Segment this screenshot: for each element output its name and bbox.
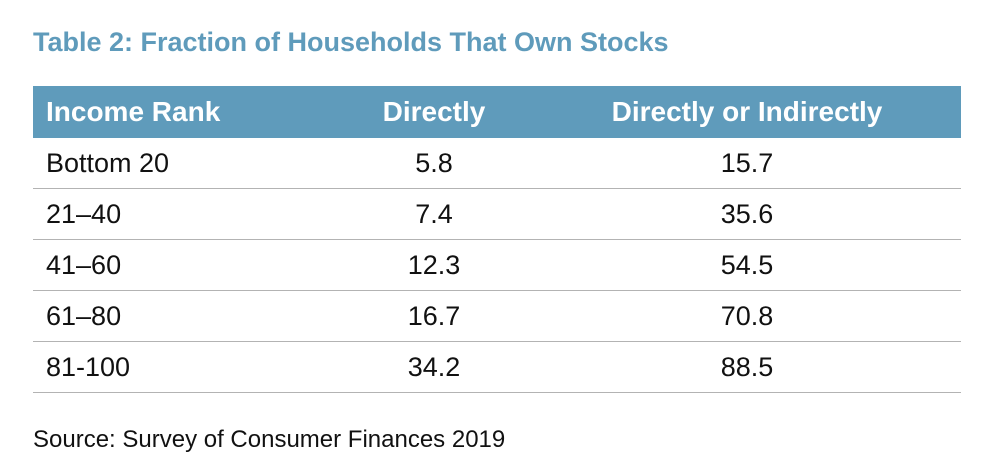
cell-directly-or-indirectly: 70.8: [533, 301, 961, 332]
table-row: 41–60 12.3 54.5: [33, 240, 961, 291]
cell-directly-or-indirectly: 35.6: [533, 199, 961, 230]
header-directly-or-indirectly: Directly or Indirectly: [533, 96, 961, 128]
header-income-rank: Income Rank: [33, 96, 335, 128]
cell-directly: 5.8: [335, 148, 533, 179]
cell-income-rank: 41–60: [33, 250, 335, 281]
table-header-row: Income Rank Directly Directly or Indirec…: [33, 86, 961, 138]
cell-directly-or-indirectly: 88.5: [533, 352, 961, 383]
table-row: 61–80 16.7 70.8: [33, 291, 961, 342]
cell-income-rank: Bottom 20: [33, 148, 335, 179]
cell-directly: 16.7: [335, 301, 533, 332]
cell-income-rank: 61–80: [33, 301, 335, 332]
stock-ownership-table: Income Rank Directly Directly or Indirec…: [33, 86, 961, 393]
header-directly: Directly: [335, 96, 533, 128]
cell-directly: 7.4: [335, 199, 533, 230]
table-title: Table 2: Fraction of Households That Own…: [33, 27, 669, 58]
cell-directly: 34.2: [335, 352, 533, 383]
cell-directly-or-indirectly: 15.7: [533, 148, 961, 179]
cell-income-rank: 81-100: [33, 352, 335, 383]
cell-directly-or-indirectly: 54.5: [533, 250, 961, 281]
table-row: 21–40 7.4 35.6: [33, 189, 961, 240]
source-note: Source: Survey of Consumer Finances 2019: [33, 426, 505, 454]
cell-directly: 12.3: [335, 250, 533, 281]
cell-income-rank: 21–40: [33, 199, 335, 230]
table-row: Bottom 20 5.8 15.7: [33, 138, 961, 189]
table-row: 81-100 34.2 88.5: [33, 342, 961, 393]
